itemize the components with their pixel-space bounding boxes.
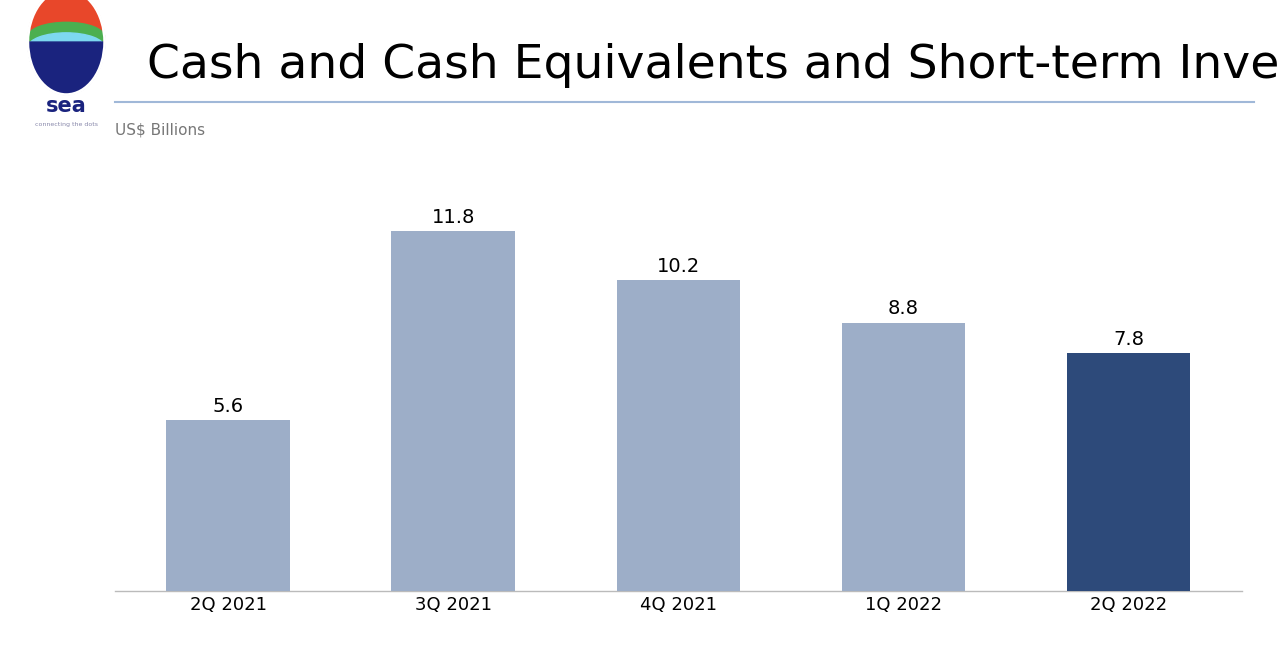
Text: 11.8: 11.8 [431, 208, 475, 227]
Text: 10.2: 10.2 [657, 257, 700, 275]
Text: sea: sea [46, 97, 87, 116]
Ellipse shape [28, 33, 105, 62]
Bar [617, 280, 740, 591]
Wedge shape [28, 0, 105, 42]
Text: 7.8: 7.8 [1114, 330, 1144, 349]
Bar [392, 231, 516, 591]
Text: 5.6: 5.6 [212, 397, 244, 416]
Wedge shape [28, 42, 105, 95]
Text: US$ Billions: US$ Billions [115, 123, 205, 138]
Ellipse shape [28, 22, 105, 51]
Text: 8.8: 8.8 [888, 300, 919, 318]
Bar [166, 420, 291, 591]
Bar [841, 323, 965, 591]
Bar [1066, 353, 1190, 591]
Text: connecting the dots: connecting the dots [35, 122, 97, 127]
Circle shape [28, 0, 105, 95]
Text: Cash and Cash Equivalents and Short-term Investments: Cash and Cash Equivalents and Short-term… [147, 43, 1280, 87]
